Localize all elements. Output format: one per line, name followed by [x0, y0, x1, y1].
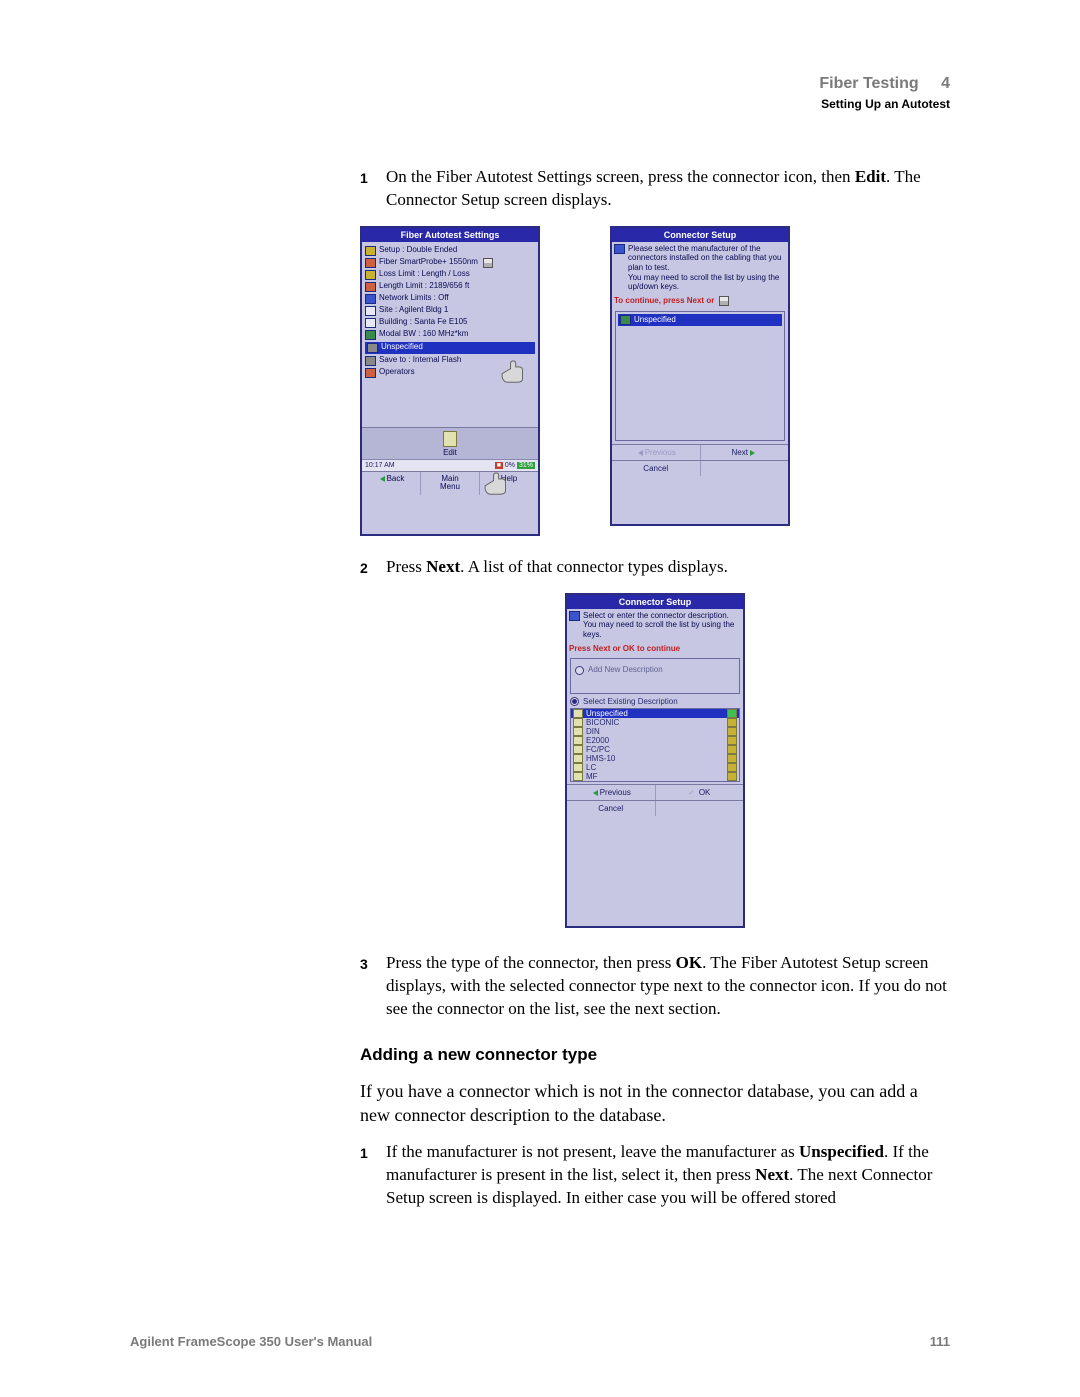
- list-item[interactable]: LC: [571, 763, 739, 772]
- list-item[interactable]: E2000: [571, 736, 739, 745]
- cancel-button[interactable]: Cancel: [612, 461, 701, 476]
- step-text: Press Next. A list of that connector typ…: [386, 556, 728, 579]
- step-text: If the manufacturer is not present, leav…: [386, 1141, 950, 1210]
- paragraph: If you have a connector which is not in …: [360, 1079, 950, 1128]
- list-item[interactable]: HMS-10: [571, 754, 739, 763]
- list-item[interactable]: Unspecified: [571, 709, 739, 718]
- next-button[interactable]: Next: [701, 445, 789, 460]
- previous-button[interactable]: Previous: [612, 445, 701, 460]
- ok-button[interactable]: ✓OK: [656, 785, 744, 800]
- step-number: 1: [360, 166, 374, 212]
- list-item[interactable]: BICONIC: [571, 718, 739, 727]
- connector-type-list[interactable]: Unspecified BICONIC DIN E2000 FC/PC HMS-…: [570, 708, 740, 782]
- connector-setup-screen-1: Connector Setup Please select the manufa…: [610, 226, 790, 526]
- select-existing-option[interactable]: Select Existing Description: [570, 697, 740, 706]
- step-text: On the Fiber Autotest Settings screen, p…: [386, 166, 950, 212]
- step-1: 1 On the Fiber Autotest Settings screen,…: [360, 166, 950, 212]
- list-item[interactable]: FC/PC: [571, 745, 739, 754]
- chapter-number: 4: [941, 75, 950, 93]
- section-heading: Adding a new connector type: [360, 1045, 950, 1065]
- screenshot-row-2: Connector Setup Select or enter the conn…: [360, 593, 950, 928]
- step-number: 3: [360, 952, 374, 1021]
- fiber-autotest-settings-screen: Fiber Autotest Settings Setup : Double E…: [360, 226, 540, 536]
- page-header: Fiber Testing 4 Setting Up an Autotest: [130, 75, 950, 111]
- step-b1: 1 If the manufacturer is not present, le…: [360, 1141, 950, 1210]
- footer-title: Agilent FrameScope 350 User's Manual: [130, 1334, 372, 1349]
- screen-title: Connector Setup: [567, 595, 743, 609]
- step-text: Press the type of the connector, then pr…: [386, 952, 950, 1021]
- add-description-option[interactable]: Add New Description: [570, 658, 740, 693]
- step-2: 2 Press Next. A list of that connector t…: [360, 556, 950, 579]
- manufacturer-list[interactable]: Unspecified: [615, 311, 785, 441]
- connector-setup-screen-2: Connector Setup Select or enter the conn…: [565, 593, 745, 928]
- step-number: 1: [360, 1141, 374, 1210]
- section-title: Fiber Testing: [819, 75, 918, 92]
- cancel-button[interactable]: Cancel: [567, 801, 656, 816]
- edit-button[interactable]: Edit: [362, 427, 538, 459]
- instruction-text: Please select the manufacturer of the co…: [612, 242, 788, 294]
- list-item[interactable]: DIN: [571, 727, 739, 736]
- back-button[interactable]: Back: [362, 472, 421, 495]
- selected-manufacturer[interactable]: Unspecified: [618, 314, 782, 326]
- previous-button[interactable]: Previous: [567, 785, 656, 800]
- screenshot-row-1: Fiber Autotest Settings Setup : Double E…: [360, 226, 950, 536]
- main-menu-button[interactable]: Main Menu: [421, 472, 480, 495]
- list-item[interactable]: MF: [571, 772, 739, 781]
- instruction-text: Select or enter the connector descriptio…: [567, 609, 743, 642]
- status-bar: 10:17 AM ■ 0% 31%: [362, 459, 538, 471]
- screen-title: Connector Setup: [612, 228, 788, 242]
- selected-connector-row[interactable]: Unspecified: [365, 342, 535, 354]
- step-3: 3 Press the type of the connector, then …: [360, 952, 950, 1021]
- screen-title: Fiber Autotest Settings: [362, 228, 538, 242]
- page-number: 111: [930, 1334, 950, 1349]
- help-button[interactable]: Help: [480, 472, 538, 495]
- subsection-title: Setting Up an Autotest: [130, 97, 950, 111]
- page-footer: Agilent FrameScope 350 User's Manual 111: [130, 1334, 950, 1349]
- edit-icon: [443, 431, 457, 447]
- step-number: 2: [360, 556, 374, 579]
